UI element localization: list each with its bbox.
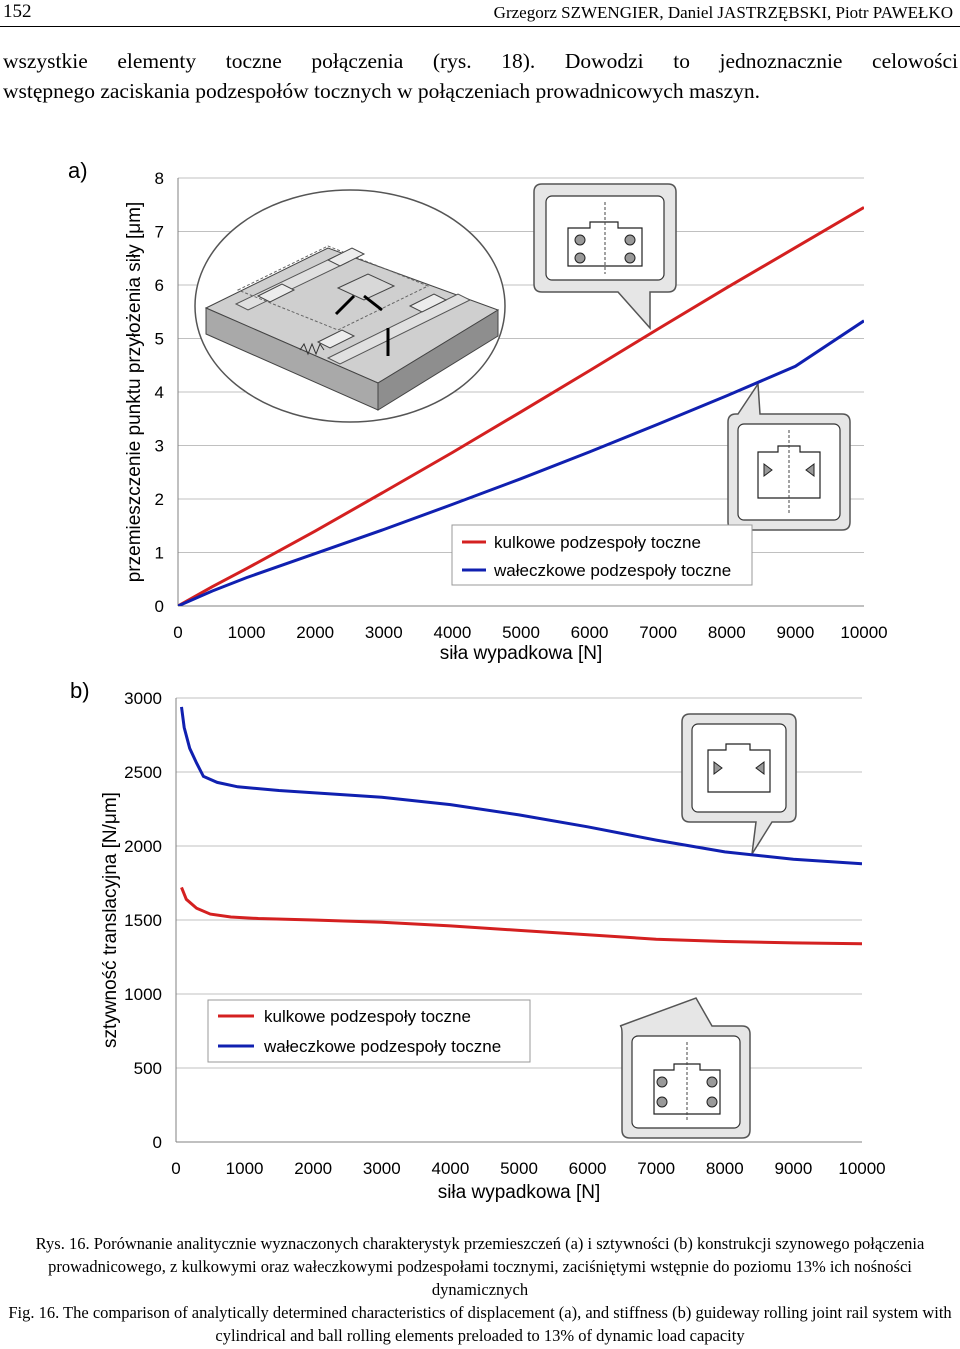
- y-tick-label: 5: [155, 330, 164, 349]
- legend-b: kulkowe podzespoły toczne wałeczkowe pod…: [207, 999, 531, 1063]
- y-tick-label: 0: [155, 597, 164, 616]
- x-tick-label: 1000: [226, 1159, 264, 1178]
- page-header: 152 Grzegorz SZWENGIER, Daniel JASTRZĘBS…: [0, 0, 960, 28]
- series-line-ball-b: [180, 886, 862, 946]
- figure-16: a) 0 1000 2000 3000 4000 5000 6000 7000 8000 9000…: [68, 158, 888, 1203]
- y-tick-label: 500: [134, 1059, 162, 1078]
- y-axis-label-a: przemieszczenie punktu przyłożenia siły …: [124, 202, 145, 583]
- x-tick-label: 8000: [706, 1159, 744, 1178]
- x-axis-label-b: siła wypadkowa [N]: [438, 1182, 601, 1203]
- assembly-drawing-inset: [194, 189, 506, 423]
- panel-label-a: a): [68, 158, 88, 183]
- x-tick-label: 9000: [776, 623, 814, 642]
- y-tick-label: 6: [155, 276, 164, 295]
- x-tick-label: 4000: [431, 1159, 469, 1178]
- y-tick-labels-b: 0 500 1000 1500 2000 2500 3000: [124, 689, 162, 1152]
- x-tick-label: 7000: [639, 623, 677, 642]
- body-paragraph: wszystkie elementy toczne połączenia (ry…: [3, 46, 958, 106]
- y-tick-label: 1500: [124, 911, 162, 930]
- legend-label-ball-a: kulkowe podzespoły toczne: [494, 533, 701, 552]
- paragraph-line-2: wstępnego zaciskania podzespołów tocznyc…: [3, 79, 761, 103]
- y-tick-label: 2000: [124, 837, 162, 856]
- paragraph-line-1: wszystkie elementy toczne połączenia (ry…: [3, 49, 958, 73]
- header-rule: [0, 26, 960, 27]
- x-tick-label: 10000: [840, 623, 887, 642]
- x-tick-label: 5000: [500, 1159, 538, 1178]
- y-tick-labels-a: 0 1 2 3 4 5 6 7 8: [155, 169, 164, 616]
- x-tick-label: 0: [171, 1159, 180, 1178]
- x-tick-label: 6000: [569, 1159, 607, 1178]
- x-tick-label: 5000: [502, 623, 540, 642]
- x-tick-labels-b: 0 1000 2000 3000 4000 5000 6000 7000 8000 9000 100…: [171, 1159, 885, 1178]
- y-tick-label: 4: [155, 383, 164, 402]
- x-tick-label: 3000: [363, 1159, 401, 1178]
- y-tick-label: 1000: [124, 985, 162, 1004]
- x-tick-labels-a: 0 1000 2000 3000 4000 5000 6000 7000 8000 9000 100…: [173, 623, 887, 642]
- x-tick-label: 7000: [637, 1159, 675, 1178]
- series-line-roller-b: [180, 706, 862, 866]
- x-tick-label: 2000: [294, 1159, 332, 1178]
- roller-guide-profile-callout: [727, 381, 851, 531]
- legend-a: kulkowe podzespoły toczne wałeczkowe pod…: [451, 524, 753, 586]
- y-tick-label: 7: [155, 223, 164, 242]
- legend-label-roller-a: wałeczkowe podzespoły toczne: [493, 561, 731, 580]
- chart-b: b) 0 1000 2000 3000 4000 5000 6000 7000 8000 9000…: [70, 678, 886, 1203]
- figure-caption-english: Fig. 16. The comparison of analytically …: [8, 1303, 952, 1345]
- x-tick-label: 3000: [365, 623, 403, 642]
- series-line-ball-a: [178, 206, 864, 606]
- y-tick-label: 1: [155, 544, 164, 563]
- series-line-roller-a: [178, 319, 864, 606]
- x-tick-label: 8000: [708, 623, 746, 642]
- ball-guide-profile-callout: [533, 183, 677, 330]
- y-tick-label: 2: [155, 490, 164, 509]
- y-tick-label: 0: [153, 1133, 162, 1152]
- running-head-authors: Grzegorz SZWENGIER, Daniel JASTRZĘBSKI, …: [493, 3, 953, 22]
- figure-caption-polish: Rys. 16. Porównanie analitycznie wyznacz…: [35, 1234, 925, 1299]
- y-tick-label: 2500: [124, 763, 162, 782]
- legend-label-roller-b: wałeczkowe podzespoły toczne: [263, 1037, 501, 1056]
- x-tick-label: 10000: [838, 1159, 885, 1178]
- y-axis-label-b: sztywność translacyjna [N/μm]: [100, 792, 121, 1048]
- roller-guide-profile-callout-b: [681, 713, 797, 855]
- legend-label-ball-b: kulkowe podzespoły toczne: [264, 1007, 471, 1026]
- panel-label-b: b): [70, 678, 90, 703]
- y-tick-label: 3: [155, 437, 164, 456]
- x-tick-label: 6000: [571, 623, 609, 642]
- x-tick-label: 9000: [774, 1159, 812, 1178]
- x-axis-label-a: siła wypadkowa [N]: [440, 643, 603, 664]
- page-number: 152: [3, 1, 32, 22]
- ball-guide-profile-callout-b: [619, 997, 751, 1139]
- chart-a: a) 0 1000 2000 3000 4000 5000 6000 7000 8000 9000…: [68, 158, 888, 664]
- x-tick-label: 1000: [228, 623, 266, 642]
- y-tick-label: 3000: [124, 689, 162, 708]
- y-tick-label: 8: [155, 169, 164, 188]
- x-tick-label: 2000: [296, 623, 334, 642]
- x-tick-label: 0: [173, 623, 182, 642]
- x-tick-label: 4000: [433, 623, 471, 642]
